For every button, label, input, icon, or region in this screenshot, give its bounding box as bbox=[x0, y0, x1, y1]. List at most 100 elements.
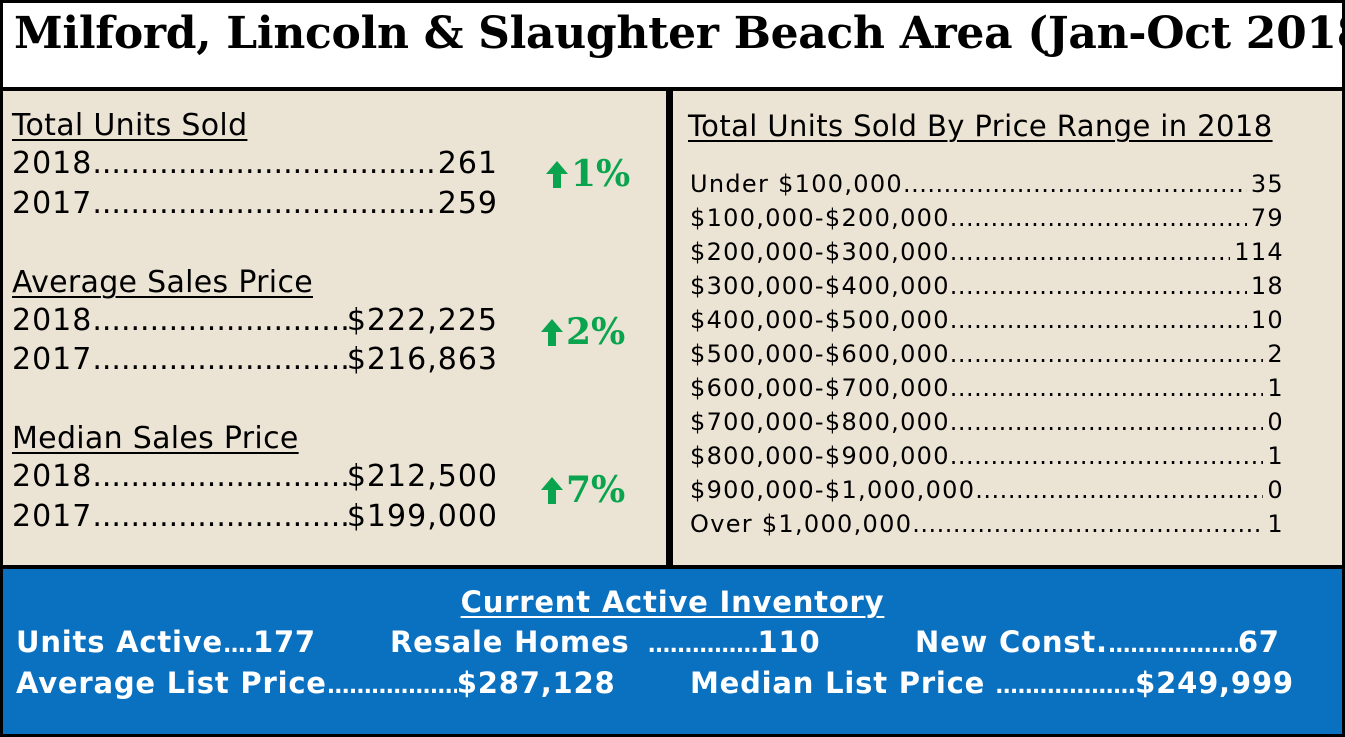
resale-homes-label: Resale Homes bbox=[390, 625, 630, 659]
price-range-label: $800,000-$900,000 bbox=[690, 442, 950, 470]
dot-leader bbox=[223, 633, 253, 658]
price-range-label: Under $100,000 bbox=[690, 170, 903, 198]
dot-leader bbox=[92, 499, 346, 534]
divider-top bbox=[0, 87, 1345, 91]
price-range-row: $500,000-$600,000 2 bbox=[690, 340, 1284, 374]
stat-value: $216,863 bbox=[346, 342, 498, 377]
dot-leader bbox=[1108, 633, 1238, 658]
price-range-count: 18 bbox=[1250, 272, 1284, 300]
price-range-label: $400,000-$500,000 bbox=[690, 306, 950, 334]
median-list-price-label: Median List Price bbox=[690, 666, 986, 700]
price-range-row: $100,000-$200,000 79 bbox=[690, 204, 1284, 238]
price-range-row: $400,000-$500,000 10 bbox=[690, 306, 1284, 340]
dot-leader bbox=[92, 342, 346, 377]
dot-leader bbox=[950, 442, 1264, 470]
price-range-count: 10 bbox=[1250, 306, 1284, 334]
price-range-count: 1 bbox=[1267, 442, 1284, 470]
change-badge: 7% bbox=[540, 469, 625, 511]
dot-leader bbox=[92, 146, 437, 181]
price-range-label: $100,000-$200,000 bbox=[690, 204, 950, 232]
price-range-row: $300,000-$400,000 18 bbox=[690, 272, 1284, 306]
price-range-label: $600,000-$700,000 bbox=[690, 374, 950, 402]
stat-row: 2017 $216,863 bbox=[12, 342, 498, 377]
stat-row: 2017 $199,000 bbox=[12, 499, 498, 534]
price-range-count: 0 bbox=[1267, 408, 1284, 436]
stat-value: $212,500 bbox=[346, 459, 498, 494]
dot-leader bbox=[950, 204, 1247, 232]
dot-leader bbox=[903, 170, 1247, 198]
price-range-row: $800,000-$900,000 1 bbox=[690, 442, 1284, 476]
units-active-stat: Units Active 177 bbox=[16, 625, 316, 659]
price-range-label: $300,000-$400,000 bbox=[690, 272, 950, 300]
stat-year: 2017 bbox=[12, 342, 93, 377]
dot-leader bbox=[912, 510, 1263, 538]
average-list-price-label: Average List Price bbox=[16, 666, 327, 700]
up-arrow-icon bbox=[546, 161, 568, 188]
price-range-label: Over $1,000,000 bbox=[690, 510, 913, 538]
price-range-row: $600,000-$700,000 1 bbox=[690, 374, 1284, 408]
stat-value: 259 bbox=[437, 186, 498, 221]
stat-row: 2018 $212,500 bbox=[12, 459, 498, 494]
resale-homes-stat: Resale Homes 110 bbox=[390, 625, 820, 659]
stat-row: 2017 259 bbox=[12, 186, 498, 221]
dot-leader bbox=[950, 272, 1247, 300]
divider-vertical bbox=[666, 91, 673, 565]
price-range-row: $700,000-$800,000 0 bbox=[690, 408, 1284, 442]
average-list-price-stat: Average List Price $287,128 bbox=[16, 666, 615, 700]
change-badge: 1% bbox=[545, 153, 630, 195]
up-arrow-icon bbox=[541, 477, 563, 504]
price-range-list: Under $100,000 35 $100,000-$200,000 79 $20… bbox=[690, 170, 1284, 544]
price-range-label: $900,000-$1,000,000 bbox=[690, 476, 976, 504]
inventory-heading: Current Active Inventory bbox=[460, 585, 885, 619]
price-range-count: 0 bbox=[1267, 476, 1284, 504]
price-range-count: 35 bbox=[1250, 170, 1284, 198]
dot-leader bbox=[995, 674, 1135, 699]
price-range-label: $200,000-$300,000 bbox=[690, 238, 950, 266]
stat-year: 2018 bbox=[12, 303, 93, 338]
price-range-label: $500,000-$600,000 bbox=[690, 340, 950, 368]
dot-leader bbox=[327, 674, 457, 699]
stat-row: 2018 $222,225 bbox=[12, 303, 498, 338]
dot-leader bbox=[950, 408, 1264, 436]
units-active-value: 177 bbox=[252, 625, 316, 659]
dot-leader bbox=[92, 303, 346, 338]
price-range-count: 1 bbox=[1267, 374, 1284, 402]
dot-leader bbox=[950, 340, 1264, 368]
page-title: Milford, Lincoln & Slaughter Beach Area … bbox=[14, 8, 1345, 59]
average-list-price-value: $287,128 bbox=[456, 666, 616, 700]
change-value: 7% bbox=[566, 469, 626, 511]
price-range-count: 79 bbox=[1250, 204, 1284, 232]
resale-homes-value: 110 bbox=[757, 625, 821, 659]
up-arrow-icon bbox=[541, 319, 563, 346]
stat-year: 2017 bbox=[12, 499, 93, 534]
price-range-count: 1 bbox=[1267, 510, 1284, 538]
dot-leader bbox=[92, 459, 346, 494]
price-range-count: 2 bbox=[1267, 340, 1284, 368]
dot-leader bbox=[950, 238, 1230, 266]
stat-row: 2018 261 bbox=[12, 146, 498, 181]
median-list-price-value: $249,999 bbox=[1135, 666, 1294, 700]
stat-value: 261 bbox=[437, 146, 498, 181]
price-range-count: 114 bbox=[1234, 238, 1284, 266]
average-sales-price-heading: Average Sales Price bbox=[12, 265, 313, 300]
change-value: 1% bbox=[571, 153, 631, 195]
change-value: 2% bbox=[566, 311, 626, 353]
units-active-label: Units Active bbox=[16, 625, 223, 659]
price-range-row: Over $1,000,000 1 bbox=[690, 510, 1284, 544]
new-const-value: 67 bbox=[1237, 625, 1280, 659]
dot-leader bbox=[950, 374, 1264, 402]
price-range-heading: Total Units Sold By Price Range in 2018 bbox=[688, 109, 1273, 143]
divider-bottom bbox=[0, 565, 1345, 569]
stat-year: 2018 bbox=[12, 146, 93, 181]
dot-leader bbox=[975, 476, 1263, 504]
price-range-row: $900,000-$1,000,000 0 bbox=[690, 476, 1284, 510]
stat-year: 2017 bbox=[12, 186, 93, 221]
median-sales-price-heading: Median Sales Price bbox=[12, 421, 299, 456]
total-units-sold-heading: Total Units Sold bbox=[12, 108, 248, 143]
stat-value: $222,225 bbox=[346, 303, 498, 338]
price-range-row: $200,000-$300,000 114 bbox=[690, 238, 1284, 272]
median-list-price-stat: Median List Price $249,999 bbox=[690, 666, 1294, 700]
stat-value: $199,000 bbox=[346, 499, 498, 534]
price-range-label: $700,000-$800,000 bbox=[690, 408, 950, 436]
dot-leader bbox=[647, 633, 757, 658]
